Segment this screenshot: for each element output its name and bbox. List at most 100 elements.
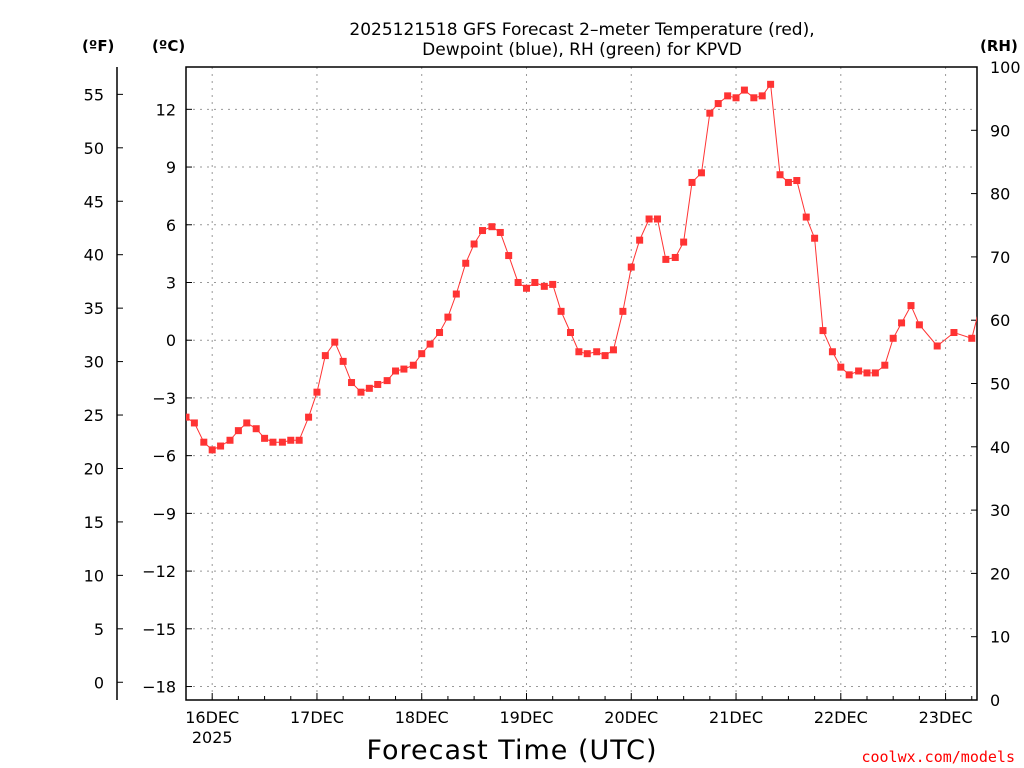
data-point (662, 255, 670, 263)
tick-label-x: 22DEC (814, 708, 868, 727)
tick-label-c: −3 (152, 389, 176, 408)
data-point (287, 436, 295, 444)
data-point (819, 327, 827, 335)
data-point (811, 234, 819, 242)
data-point (478, 227, 486, 235)
data-point (1003, 206, 1010, 213)
tick-label-rh: 0 (990, 691, 1000, 710)
tick-label-f: 0 (94, 673, 104, 692)
tick-label-x: 19DEC (500, 708, 554, 727)
data-point (697, 169, 705, 177)
chart-title-line2: Dewpoint (blue), RH (green) for KPVD (422, 40, 742, 60)
data-series (186, 80, 1010, 454)
data-point (680, 238, 688, 246)
data-point (243, 419, 251, 427)
data-point (470, 240, 478, 248)
tick-label-c: −15 (142, 620, 176, 639)
data-point (348, 379, 356, 387)
data-point (269, 438, 277, 446)
tick-label-f: 20 (84, 459, 104, 478)
data-point (383, 377, 391, 385)
data-point (575, 348, 583, 356)
data-point (426, 340, 434, 348)
tick-label-c: 6 (166, 216, 176, 235)
tick-label-c: −9 (152, 504, 176, 523)
data-point (593, 348, 601, 356)
data-point (331, 338, 339, 346)
tick-label-rh: 50 (990, 375, 1010, 394)
series-line-0 (186, 82, 977, 451)
tick-label-rh: 20 (990, 564, 1010, 583)
tick-label-x: 17DEC (290, 708, 344, 727)
data-point (452, 290, 460, 298)
tick-label-f: 55 (84, 85, 104, 104)
tick-label-f: 40 (84, 246, 104, 265)
data-point (933, 342, 941, 350)
tick-label-f: 25 (84, 406, 104, 425)
data-point (706, 109, 714, 117)
tick-label-c: −18 (142, 678, 176, 697)
data-point (968, 334, 976, 342)
data-point (278, 438, 286, 446)
data-point (313, 388, 321, 396)
gridlines (186, 67, 977, 700)
data-point (514, 278, 522, 286)
data-point (907, 302, 915, 310)
celsius-unit-label: (ºC) (152, 37, 185, 55)
data-point (400, 365, 408, 373)
chart-title-line1: 2025121518 GFS Forecast 2–meter Temperat… (349, 20, 814, 40)
rh-unit-label: (RH) (980, 37, 1018, 55)
tick-label-c: −12 (142, 562, 176, 581)
data-point (200, 438, 208, 446)
data-point (601, 352, 609, 360)
data-point (540, 282, 548, 290)
tick-label-x: 18DEC (395, 708, 449, 727)
data-point (339, 357, 347, 365)
data-point (688, 178, 696, 186)
data-point (750, 94, 758, 102)
data-point (436, 329, 444, 337)
data-point (295, 436, 303, 444)
data-point (488, 223, 496, 231)
data-point (409, 361, 417, 369)
data-point (871, 369, 879, 377)
data-point (767, 80, 775, 88)
data-point (557, 307, 565, 315)
data-point (609, 346, 617, 354)
tick-label-rh: 70 (990, 248, 1010, 267)
data-point (889, 334, 897, 342)
data-point (566, 329, 574, 337)
tick-label-f: 45 (84, 192, 104, 211)
data-point (234, 427, 242, 435)
tick-label-rh: 90 (990, 121, 1010, 140)
tick-label-x: 20DEC (604, 708, 658, 727)
data-point (186, 413, 190, 421)
data-point (549, 280, 557, 288)
data-point (496, 228, 504, 236)
tick-label-f: 30 (84, 353, 104, 372)
tick-label-x-year: 2025 (192, 728, 233, 747)
data-point (392, 367, 400, 375)
data-point (758, 92, 766, 100)
data-point (522, 284, 530, 292)
data-point (627, 263, 635, 271)
data-point (793, 177, 801, 185)
data-point (776, 171, 784, 179)
x-axis-title: Forecast Time (UTC) (366, 735, 657, 766)
data-point (583, 350, 591, 358)
data-point (740, 86, 748, 94)
tick-label-f: 15 (84, 513, 104, 532)
data-point (365, 384, 373, 392)
tick-label-f: 10 (84, 566, 104, 585)
tick-label-x: 21DEC (709, 708, 763, 727)
data-point (531, 278, 539, 286)
data-point (915, 321, 923, 329)
tick-label-rh: 100 (990, 58, 1021, 77)
data-point (724, 92, 732, 100)
data-point (802, 213, 810, 221)
data-point (881, 361, 889, 369)
data-point (305, 413, 313, 421)
data-point (950, 329, 958, 337)
data-point (732, 94, 740, 102)
